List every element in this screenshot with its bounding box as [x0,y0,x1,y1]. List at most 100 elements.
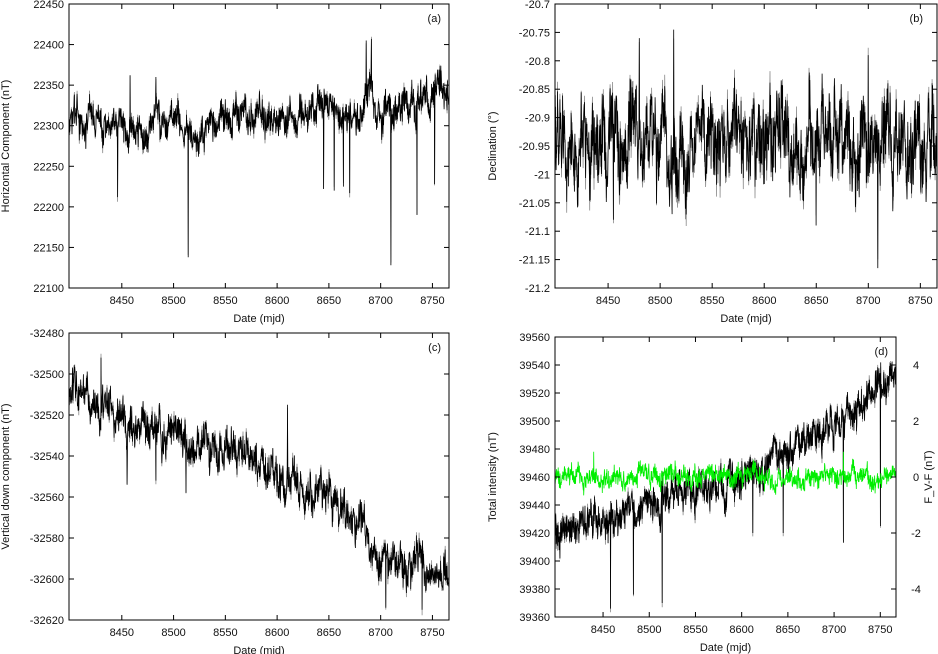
y-tick-label: -21 [534,169,550,181]
panel-label: (a) [428,13,441,25]
x-tick-label: 8500 [161,627,185,639]
y-tick-label: -32540 [30,451,64,463]
x-tick-label: 8600 [265,295,289,307]
y-tick-label: 22100 [33,283,64,295]
y2-tick-label: 4 [913,360,919,372]
x-tick-label: 8450 [591,624,615,636]
panel-d: 8450 8500 8550 8600 8650 8700 8750 39360 39380 39… [487,332,935,654]
series-D-line [554,29,938,269]
y-tick-label: 39400 [519,556,550,568]
y-tick-label: -21.1 [525,226,550,238]
panel-c: 8450 8500 8550 8600 8650 8700 8750 -32620 -32600… [0,328,450,654]
x-tick-label: 8600 [265,627,289,639]
y-tick-label: -20.8 [525,56,550,68]
y-tick-label: -32480 [30,328,64,340]
series-H-line [68,38,450,266]
x-tick-label: 8650 [776,624,800,636]
y-tick-label: -32560 [30,492,64,504]
plot-frame [68,332,450,621]
y2-tick-label: -4 [911,584,921,596]
y-tick-label: 39480 [519,444,550,456]
x-axis-label: Date (mjd) [700,642,751,654]
y2-axis-label: F_V-F (nT) [923,450,935,503]
y-tick-label: 22400 [33,40,64,52]
y-tick-label: 22300 [33,121,64,133]
y-tick-label: 39500 [519,416,550,428]
y-tick-label: -32600 [30,574,64,586]
x-tick-label: 8600 [752,295,776,307]
x-tick-label: 8550 [213,295,237,307]
y-tick-label: 39520 [519,388,550,400]
y-tick-label: -20.9 [525,113,550,125]
y-tick-label: -20.7 [525,0,550,11]
x-tick-label: 8550 [213,627,237,639]
x-tick-label: 8550 [683,624,707,636]
series-F-envelope [554,360,897,613]
x-tick-label: 8600 [729,624,753,636]
y-tick-label: -21.05 [519,198,550,210]
panel-a: 8450 8500 8550 8600 8650 8700 8750 22100 22150 22… [0,0,450,325]
y-tick-label: -20.85 [519,84,550,96]
x-tick-label: 8650 [317,295,341,307]
plot-frame [554,3,938,289]
y-tick-label: 22450 [33,0,64,11]
y-tick-label: 22200 [33,202,64,214]
x-tick-label: 8700 [368,295,392,307]
x-axis-label: Date (mjd) [233,313,284,325]
y-tick-label: 39360 [519,612,550,624]
y-tick-label: 39540 [519,360,550,372]
y-tick-label: -20.95 [519,141,550,153]
y-tick-label: 39420 [519,528,550,540]
x-axis-label: Date (mjd) [233,645,284,654]
y-tick-label: 39440 [519,500,550,512]
x-tick-label: 8650 [317,627,341,639]
x-tick-label: 8750 [420,295,444,307]
y-tick-label: -32620 [30,615,64,627]
x-tick-label: 8450 [110,627,134,639]
y-tick-label: 39380 [519,584,550,596]
x-tick-label: 8450 [596,295,620,307]
plot-frame [68,3,450,289]
panel-b: 8450 8500 8550 8600 8650 8700 8750 -21.2 -21.15 -… [487,0,938,325]
x-tick-label: 8450 [110,295,134,307]
x-tick-label: 8550 [700,295,724,307]
y-tick-label: -32580 [30,533,64,545]
y-tick-label: 22250 [33,161,64,173]
x-tick-label: 8750 [908,295,932,307]
y2-tick-label: -2 [911,528,921,540]
y-tick-label: -32500 [30,369,64,381]
y-tick-label: -21.15 [519,255,550,267]
series-Z-envelope [68,353,450,616]
x-axis-label: Date (mjd) [720,313,771,325]
x-tick-label: 8650 [804,295,828,307]
series-F-line [554,361,897,609]
y-tick-label: -20.75 [519,27,550,39]
x-tick-label: 8750 [420,627,444,639]
series-H-envelope [68,36,450,263]
series-Fv-F-line [554,451,897,496]
panel-label: (d) [875,346,888,358]
series-D-envelope [554,38,938,260]
x-tick-label: 8500 [161,295,185,307]
y-axis-label: Vertical down component (nT) [0,403,12,549]
panel-label: (c) [428,342,441,354]
y-tick-label: -21.2 [525,283,550,295]
y-tick-label: 22350 [33,80,64,92]
series-Z-line [68,357,450,610]
x-tick-label: 8700 [368,627,392,639]
y-axis-label: Horizontal Component (nT) [0,80,12,213]
x-tick-label: 8700 [856,295,880,307]
x-tick-label: 8750 [868,624,892,636]
y-tick-label: 39460 [519,472,550,484]
panel-label: (b) [910,13,923,25]
x-tick-label: 8500 [637,624,661,636]
y-tick-label: 39560 [519,332,550,344]
y-axis-label: Total intensity (nT) [487,432,499,522]
x-tick-label: 8700 [822,624,846,636]
y-tick-label: 22150 [33,242,64,254]
y-tick-label: -32520 [30,410,64,422]
y2-tick-label: 0 [913,472,919,484]
x-tick-label: 8500 [648,295,672,307]
